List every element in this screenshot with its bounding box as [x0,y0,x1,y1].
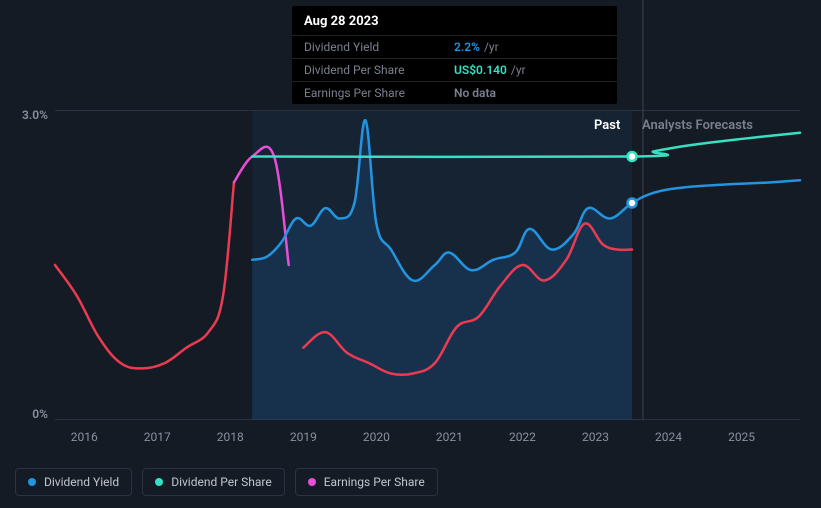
legend-item[interactable]: Dividend Per Share [142,468,285,496]
legend-item[interactable]: Dividend Yield [15,468,132,496]
tooltip-row-label: Dividend Yield [304,40,454,54]
legend-dot-icon [28,478,36,486]
y-axis-label-top: 3.0% [8,108,48,122]
x-axis-tick: 2023 [582,430,609,444]
x-axis-tick: 2019 [290,430,317,444]
forecast-region-label: Analysts Forecasts [642,118,753,133]
tooltip-row-label: Earnings Per Share [304,86,454,100]
tooltip-row-value: US$0.140 [454,63,507,77]
past-region-label: Past [594,118,620,133]
legend-label: Dividend Yield [44,475,119,489]
x-axis-tick: 2024 [655,430,682,444]
tooltip-row: Dividend Per ShareUS$0.140/yr [292,58,617,81]
x-axis-tick: 2016 [71,430,98,444]
tooltip-row-unit: /yr [484,40,499,54]
legend-dot-icon [308,478,316,486]
chart-tooltip: Aug 28 2023 Dividend Yield2.2%/yrDividen… [292,6,617,104]
y-axis-label-bottom: 0% [8,407,48,421]
legend-label: Earnings Per Share [324,475,425,489]
tooltip-row-value: 2.2% [454,40,480,54]
tooltip-date: Aug 28 2023 [292,6,617,35]
tooltip-row-value: No data [454,86,496,100]
x-axis-tick: 2017 [144,430,171,444]
chart-legend: Dividend Yield Dividend Per Share Earnings… [15,468,438,496]
legend-item[interactable]: Earnings Per Share [295,468,438,496]
chart-plot-area[interactable] [55,110,800,420]
tooltip-row: Dividend Yield2.2% /yr [292,35,617,58]
tooltip-row: Earnings Per ShareNo data [292,81,617,104]
x-axis-tick: 2018 [217,430,244,444]
legend-label: Dividend Per Share [171,475,272,489]
tooltip-row-label: Dividend Per Share [304,63,454,77]
tooltip-row-unit: /yr [511,63,526,77]
legend-dot-icon [155,478,163,486]
x-axis-tick: 2020 [363,430,390,444]
x-axis-tick: 2022 [509,430,536,444]
x-axis-tick: 2025 [728,430,755,444]
x-axis-labels: 2016 2017 2018 2019 2020 2021 2022 2023 2024 2025 [55,430,800,450]
x-axis-tick: 2021 [436,430,463,444]
